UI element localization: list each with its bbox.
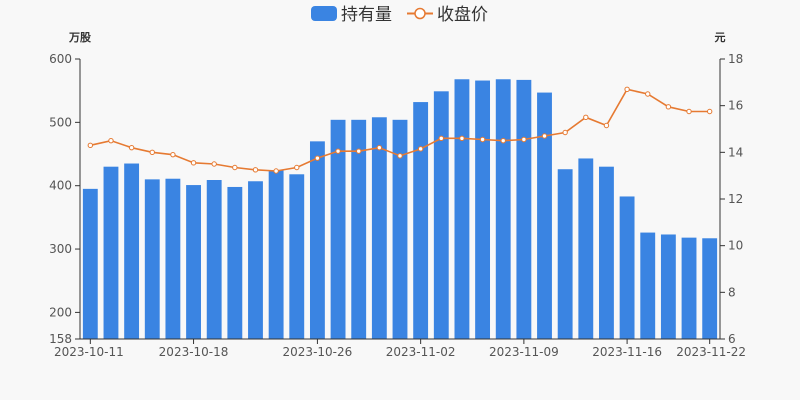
close-price-point xyxy=(417,146,424,152)
legend-item-holding[interactable]: 持有量 xyxy=(311,5,392,25)
x-tick-label: 2023-11-22 xyxy=(676,345,746,359)
legend-label-close-price: 收盘价 xyxy=(437,5,488,25)
holding-bar xyxy=(206,180,222,339)
y-left-tick-label: 200 xyxy=(49,305,72,319)
holding-bar xyxy=(599,166,614,339)
close-price-point xyxy=(706,108,713,115)
close-price-point xyxy=(562,129,568,136)
x-tick-label: 2023-11-02 xyxy=(386,345,456,359)
legend[interactable]: 持有量 收盘价 xyxy=(311,5,488,25)
holding-bar xyxy=(433,91,449,339)
holding-bar xyxy=(186,185,201,339)
close-price-point xyxy=(521,136,527,143)
y-right-tick-label: 10 xyxy=(728,239,743,253)
close-price-point xyxy=(583,114,589,121)
close-price-point xyxy=(624,86,630,93)
y-right-tick-label: 8 xyxy=(728,285,736,299)
holding-bar xyxy=(392,119,408,339)
axes xyxy=(75,58,725,344)
y-right-tick-label: 14 xyxy=(728,145,743,159)
close-price-point xyxy=(603,122,610,129)
close-price-point xyxy=(479,136,486,143)
y-left-tick-label: 300 xyxy=(49,242,72,256)
close-price-point xyxy=(665,104,672,110)
holding-bar xyxy=(124,163,140,339)
legend-point-swatch xyxy=(414,7,426,20)
close-price-point xyxy=(108,137,114,144)
y-right-tick-label: 6 xyxy=(728,332,736,346)
y-left-tick-label: 158 xyxy=(49,332,72,346)
holding-bar xyxy=(702,238,718,339)
holding-bar xyxy=(371,117,387,339)
holding-bar xyxy=(557,169,573,339)
holding-bar xyxy=(681,237,697,339)
holding-bar xyxy=(289,174,305,339)
close-price-point xyxy=(438,135,444,142)
close-price-point xyxy=(459,135,465,142)
y-left-tick-label: 500 xyxy=(49,115,72,129)
holding-bar xyxy=(619,196,635,339)
y-right-tick-label: 12 xyxy=(728,192,743,206)
holding-bar xyxy=(268,170,284,339)
holding-bar xyxy=(578,158,594,339)
holding-bar xyxy=(227,186,243,339)
close-price-point xyxy=(397,153,403,159)
holding-bar xyxy=(351,119,367,339)
close-price-point xyxy=(335,148,341,154)
y-right-unit: 元 xyxy=(715,31,726,44)
holding-bar xyxy=(309,141,325,339)
close-price-point xyxy=(356,148,362,154)
legend-label-holding: 持有量 xyxy=(341,5,392,25)
close-price-point xyxy=(149,149,155,156)
close-price-point xyxy=(170,151,176,158)
holding-bar xyxy=(516,79,532,340)
line-series xyxy=(87,86,713,174)
close-price-point xyxy=(376,144,383,151)
holding-bar xyxy=(537,92,552,339)
close-price-point xyxy=(314,155,321,161)
close-price-point xyxy=(190,160,197,166)
close-price-point xyxy=(252,167,259,173)
x-tick-label: 2023-11-09 xyxy=(489,345,559,359)
x-tick-label: 2023-10-26 xyxy=(283,345,353,359)
holding-bar xyxy=(495,79,511,340)
tick-labels: 158 200 300 400 500 600 6 8 10 12 14 16 18 2023-10-11… xyxy=(49,52,746,359)
holding-bar xyxy=(660,234,676,339)
y-left-tick-label: 400 xyxy=(49,179,72,193)
close-price-point xyxy=(211,161,217,167)
legend-bar-swatch xyxy=(311,6,337,21)
holding-bar xyxy=(144,179,160,339)
y-left-tick-label: 600 xyxy=(49,52,72,66)
close-price-point xyxy=(541,133,548,139)
close-price-point xyxy=(645,91,651,97)
x-tick-label: 2023-11-16 xyxy=(592,345,662,359)
y-left-unit: 万股 xyxy=(68,31,92,44)
holding-bar xyxy=(103,166,119,339)
y-right-tick-label: 18 xyxy=(728,52,743,66)
close-price-point xyxy=(273,168,279,174)
holding-bar xyxy=(248,181,263,339)
bar-series xyxy=(82,79,718,340)
holding-bar xyxy=(475,80,491,339)
holding-bar xyxy=(330,119,346,339)
close-price-point xyxy=(128,144,135,151)
holding-bar xyxy=(454,79,470,340)
y-right-tick-label: 16 xyxy=(728,99,743,113)
close-price-point xyxy=(500,137,506,144)
holding-bar xyxy=(82,188,98,339)
close-price-point xyxy=(232,164,238,171)
x-tick-label: 2023-10-11 xyxy=(54,345,124,359)
close-price-point xyxy=(87,142,94,149)
holding-bar xyxy=(640,232,656,339)
close-price-point xyxy=(294,164,300,171)
holding-bar xyxy=(413,102,429,339)
legend-item-close-price[interactable]: 收盘价 xyxy=(407,5,488,25)
holding-bar xyxy=(165,178,181,339)
close-price-point xyxy=(686,108,692,115)
x-tick-label: 2023-10-18 xyxy=(159,345,229,359)
